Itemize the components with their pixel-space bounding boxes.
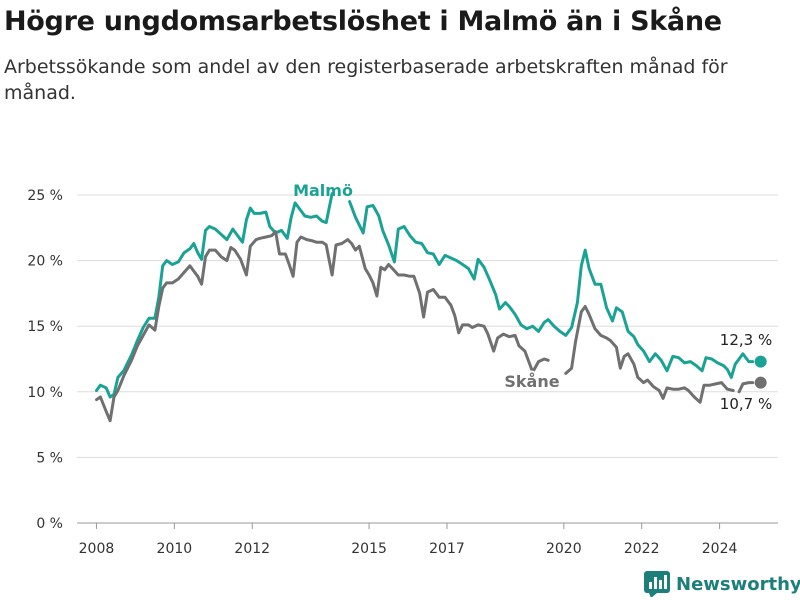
series-label-skane: Skåne [504,372,559,391]
x-tick-label: 2024 [702,541,738,557]
series-line-skane [95,230,550,423]
series-label-malmo: Malmö [293,181,353,200]
newsworthy-logo-icon [644,571,670,597]
chart-subtitle: Arbetssökande som andel av den registerb… [4,56,728,104]
series-line-skane [737,381,755,394]
series-line-malmo [348,200,755,379]
series-endpoint-malmo [754,355,767,368]
series-endpoint-skane [754,376,767,389]
y-tick-label: 20 % [27,254,63,270]
chart-title: Högre ungdomsarbetslöshet i Malmö än i S… [4,6,722,37]
brand-name: Newsworthy [676,573,800,595]
y-tick-label: 15 % [27,319,63,335]
end-value-label-malmo: 12,3 % [720,331,772,349]
series-line-malmo [95,192,334,399]
x-tick-label: 2015 [351,541,387,557]
brand-logo: Newsworthy [644,571,800,597]
y-tick-label: 5 % [36,450,63,466]
x-tick-label: 2012 [234,541,270,557]
end-value-label-skane: 10,7 % [720,395,772,413]
x-tick-label: 2008 [79,541,115,557]
x-tick-label: 2017 [429,541,465,557]
x-tick-label: 2020 [546,541,582,557]
x-tick-label: 2010 [157,541,193,557]
x-tick-label: 2022 [624,541,660,557]
y-tick-label: 10 % [27,385,63,401]
y-tick-label: 25 % [27,188,63,204]
series-line-skane [564,305,735,404]
y-tick-label: 0 % [36,516,63,532]
